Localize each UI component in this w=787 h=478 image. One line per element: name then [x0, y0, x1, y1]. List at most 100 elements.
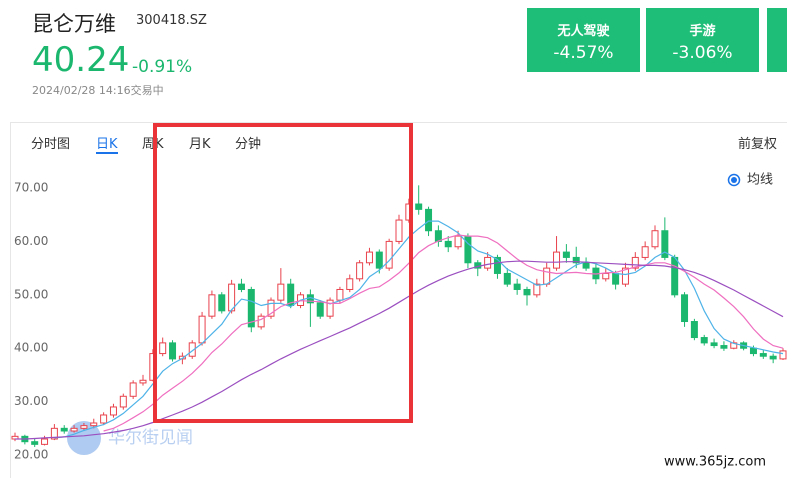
candle-body: [513, 283, 521, 290]
candle-body: [425, 208, 433, 232]
tab[interactable]: 分时图: [31, 137, 71, 152]
candle-body: [572, 256, 580, 264]
candle-body: [159, 342, 167, 355]
candle-body: [169, 342, 177, 360]
candle-body: [257, 315, 265, 328]
candle-body: [759, 353, 767, 357]
candle-body: [749, 347, 757, 355]
candle-body: [70, 427, 78, 432]
candle-body: [621, 267, 629, 285]
sector-tile[interactable]: [767, 8, 787, 72]
candle-body: [218, 294, 226, 312]
sector-tile[interactable]: 手游 -3.06%: [646, 8, 759, 72]
candle-body: [80, 425, 88, 429]
highlight-box: [153, 123, 413, 423]
watermark-url: www.365jz.com: [664, 455, 766, 470]
candle-body: [237, 283, 245, 290]
candle-body: [100, 414, 108, 424]
stock-code: 300418.SZ: [136, 13, 207, 28]
y-tick-label: 60.00: [14, 234, 48, 248]
candle-body: [484, 256, 492, 269]
candle-body: [454, 235, 462, 248]
candle-body: [690, 321, 698, 339]
candle-body: [710, 342, 718, 347]
candle-body: [41, 438, 49, 445]
candle-body: [553, 251, 561, 269]
candle-body: [277, 283, 285, 301]
watermark: 华尔街见闻: [108, 428, 193, 448]
candle-body: [779, 350, 787, 360]
candle-body: [503, 272, 511, 285]
candle-body: [139, 379, 147, 384]
sector-name: 手游: [689, 24, 716, 39]
moving-average-line: [103, 234, 784, 432]
candle-body: [50, 427, 58, 440]
adjust-toggle[interactable]: 前复权: [738, 137, 778, 152]
candle-body: [533, 283, 541, 296]
legend-radio-dot: [731, 177, 737, 183]
candle-body: [395, 219, 403, 242]
tab[interactable]: 周K: [142, 137, 164, 152]
sector-change: -3.06%: [672, 43, 733, 63]
tab[interactable]: 月K: [189, 137, 211, 152]
candle-body: [444, 240, 452, 248]
candle-body: [326, 299, 334, 317]
candle-body: [267, 299, 275, 317]
moving-average-line: [15, 260, 784, 440]
candle-body: [464, 235, 472, 264]
candle-body: [641, 246, 649, 258]
candle-body: [523, 288, 531, 296]
tab-active[interactable]: 日K: [96, 137, 118, 152]
y-tick-label: 40.00: [14, 341, 48, 355]
y-tick-label: 50.00: [14, 287, 48, 301]
candle-body: [287, 283, 295, 306]
candle-body: [119, 395, 127, 408]
candle-body: [671, 256, 679, 296]
candle-body: [602, 272, 610, 280]
candle-body: [769, 355, 777, 360]
candle-body: [129, 382, 137, 397]
stock-name: 昆仑万维: [32, 12, 116, 36]
candle-body: [661, 230, 669, 258]
legend-label: 均线: [747, 173, 773, 188]
candle-body: [208, 294, 216, 317]
candle-body: [543, 267, 551, 285]
candle-body: [365, 251, 373, 264]
candle-body: [346, 278, 354, 290]
candle-body: [612, 272, 620, 285]
candle-body: [700, 337, 708, 344]
change: -0.91%: [132, 57, 193, 77]
sector-tile[interactable]: 无人驾驶 -4.57%: [527, 8, 640, 72]
chart-panel: [10, 122, 787, 478]
candle-body: [385, 240, 393, 269]
y-tick-label: 70.00: [14, 181, 48, 195]
candle-body: [188, 342, 196, 357]
candle-body: [31, 441, 39, 445]
candle-body: [109, 406, 117, 416]
candle-body: [316, 302, 324, 317]
price: 40.24: [32, 40, 130, 80]
y-tick-label: 30.00: [14, 394, 48, 408]
candle-body: [651, 230, 659, 248]
y-tick-label: 20.00: [14, 448, 48, 462]
candle-body: [90, 422, 98, 427]
candle-body: [356, 262, 364, 280]
tab[interactable]: 分钟: [235, 137, 262, 152]
candle-body: [582, 262, 590, 269]
candle-body: [375, 251, 383, 269]
candle-body: [631, 256, 639, 269]
candle-body: [415, 203, 423, 210]
candle-body: [681, 294, 689, 323]
candle-body: [720, 345, 728, 349]
tab-underline: [96, 152, 118, 154]
moving-average-line: [54, 220, 784, 439]
timestamp: 2024/02/28 14:16交易中: [32, 84, 164, 97]
sector-change: -4.57%: [553, 43, 614, 63]
candle-body: [493, 256, 501, 274]
candle-body: [562, 251, 570, 258]
candle-body: [60, 427, 68, 432]
candle-body: [247, 288, 255, 328]
sector-name: 无人驾驶: [557, 24, 610, 39]
